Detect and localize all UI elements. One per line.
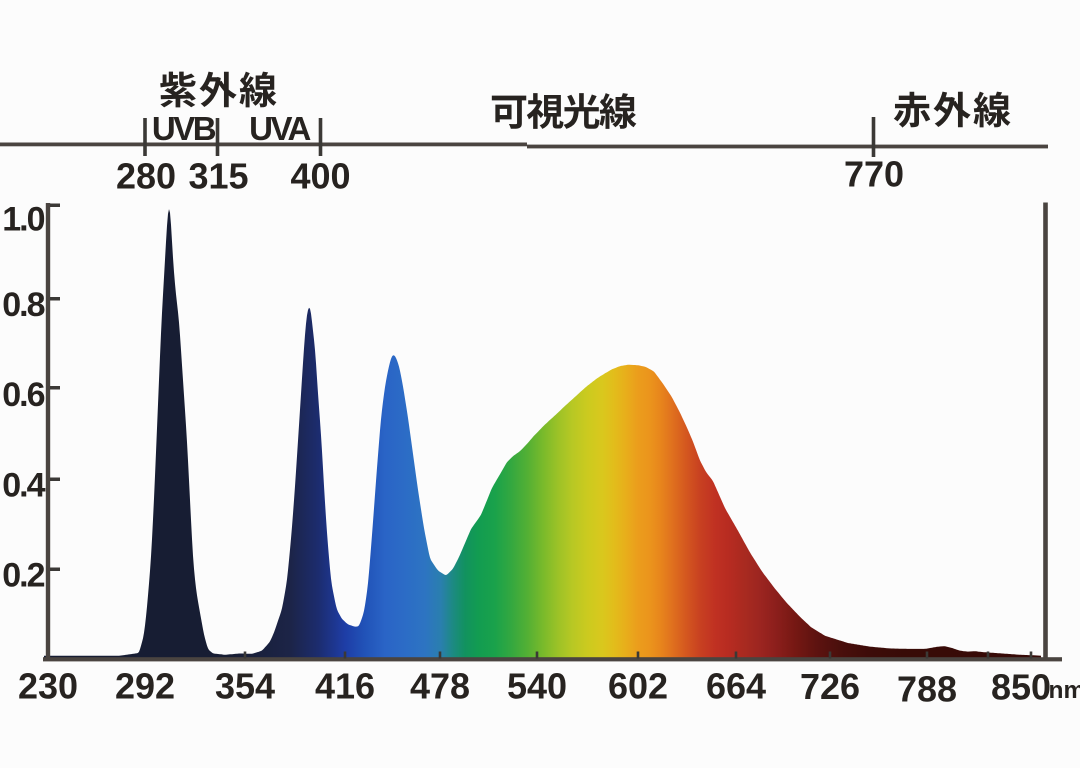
svg-text:602: 602	[608, 666, 668, 707]
svg-text:230: 230	[18, 666, 78, 707]
svg-text:478: 478	[410, 666, 470, 707]
svg-text:292: 292	[115, 666, 175, 707]
svg-text:726: 726	[800, 666, 860, 707]
svg-text:0.2: 0.2	[2, 557, 44, 595]
svg-text:280: 280	[116, 156, 176, 197]
svg-text:0.8: 0.8	[2, 286, 44, 324]
svg-text:770: 770	[844, 154, 904, 195]
svg-text:540: 540	[507, 666, 567, 707]
svg-text:UVA: UVA	[249, 110, 310, 147]
svg-text:UVB: UVB	[152, 110, 216, 147]
svg-text:664: 664	[706, 666, 766, 707]
svg-text:400: 400	[290, 156, 350, 197]
svg-text:0.4: 0.4	[2, 467, 45, 505]
svg-text:788: 788	[897, 669, 957, 710]
svg-text:315: 315	[188, 156, 248, 197]
svg-text:nm: nm	[1049, 677, 1080, 704]
svg-text:416: 416	[315, 666, 375, 707]
svg-text:0.6: 0.6	[2, 376, 44, 414]
svg-text:850: 850	[991, 667, 1051, 708]
svg-text:354: 354	[215, 666, 275, 707]
svg-text:1.0: 1.0	[2, 201, 44, 239]
